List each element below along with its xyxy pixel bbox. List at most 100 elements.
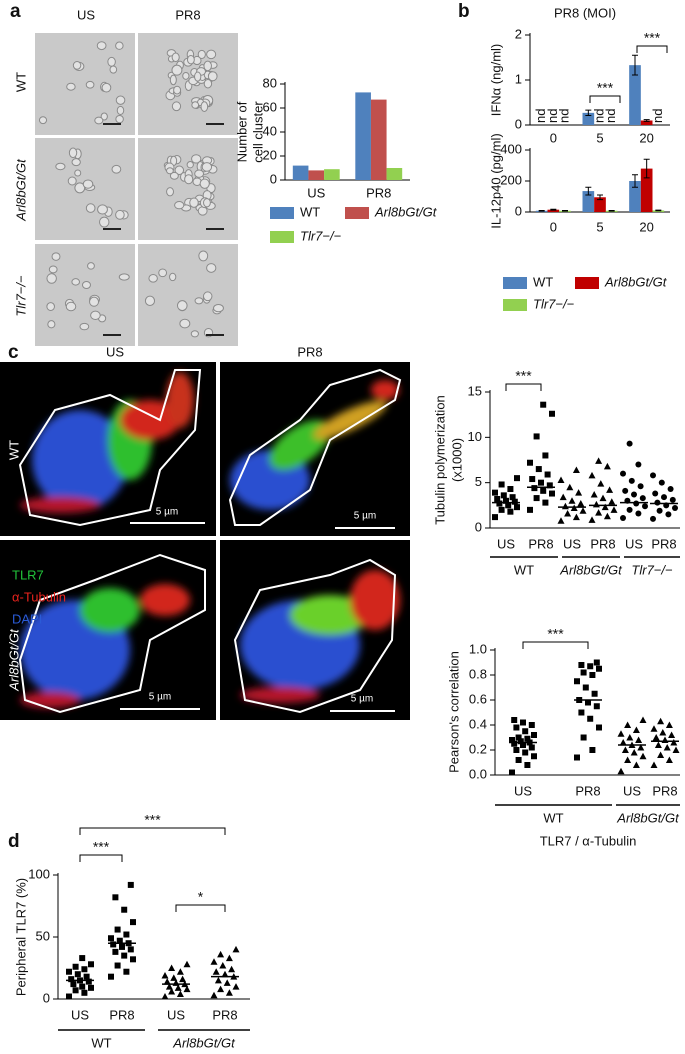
- data-point: [183, 960, 191, 968]
- significance-label: ***: [515, 368, 532, 384]
- data-point: [592, 500, 600, 508]
- cell: [89, 296, 100, 307]
- data-point: [514, 475, 520, 482]
- error-bar: [585, 186, 592, 196]
- data-point: [212, 968, 220, 975]
- data-point: [575, 489, 583, 496]
- data-point: [620, 515, 626, 522]
- y-tick-label: 80: [263, 75, 277, 90]
- y-tick-label: 1.0: [469, 641, 487, 656]
- data-point: [665, 511, 672, 518]
- cell: [94, 116, 104, 125]
- data-point: [591, 690, 598, 697]
- cell: [169, 171, 179, 180]
- data-point: [596, 724, 602, 731]
- data-point: [88, 961, 94, 968]
- x-tick-label: 5: [596, 130, 603, 145]
- data-point: [544, 471, 551, 478]
- x-tick-label: PR8: [109, 1007, 134, 1022]
- data-point: [538, 479, 544, 486]
- data-point: [635, 510, 642, 517]
- y-axis-label: Number of: [234, 101, 249, 162]
- cell: [174, 165, 185, 176]
- cell-outline: [18, 369, 202, 527]
- cell: [96, 41, 107, 51]
- data-point: [590, 490, 598, 498]
- group-label: Arl8bGt/Gt: [559, 562, 623, 577]
- data-point: [509, 769, 515, 776]
- data-point: [515, 757, 522, 763]
- y-axis-label: (x1000): [449, 438, 464, 482]
- data-point: [597, 480, 605, 487]
- data-point: [494, 495, 501, 502]
- channel-label: TLR7: [12, 567, 44, 582]
- data-point: [546, 482, 553, 489]
- x-tick-label: 0: [550, 219, 557, 234]
- data-point: [110, 941, 117, 948]
- bar: [629, 65, 641, 125]
- legend-swatch: [503, 277, 527, 289]
- data-point: [535, 466, 542, 473]
- x-tick-label: 0: [550, 130, 557, 145]
- fluorescence-images: 5 µm 5 µm 5 µm 5 µm US PR8 WT Arl8bGt/Gt: [0, 344, 410, 720]
- cell: [206, 49, 217, 60]
- data-point: [650, 761, 658, 768]
- cell: [68, 147, 78, 159]
- data-point: [639, 495, 646, 502]
- data-point: [566, 483, 574, 491]
- data-point: [527, 506, 533, 513]
- legend-label: WT: [533, 274, 553, 289]
- cell-signal: [20, 584, 190, 708]
- cell: [79, 322, 90, 331]
- y-tick-label: 100: [28, 866, 50, 881]
- panel-label: a: [10, 1, 21, 22]
- data-point: [183, 985, 191, 993]
- data-point: [524, 762, 531, 768]
- significance-label: *: [198, 889, 204, 905]
- data-point: [79, 983, 86, 990]
- data-point: [650, 472, 656, 479]
- data-point: [127, 881, 134, 888]
- cell: [97, 204, 108, 215]
- data-point: [509, 737, 515, 743]
- cell-signal: [20, 372, 194, 513]
- value-label: nd: [603, 109, 618, 123]
- scale-bar: [206, 123, 224, 125]
- cell: [48, 265, 58, 274]
- data-point: [617, 730, 625, 737]
- y-axis-label: Tubulin polymerization: [432, 395, 447, 525]
- cell: [171, 101, 182, 112]
- cell: [189, 197, 199, 208]
- x-tick-label: US: [307, 185, 325, 200]
- y-tick-label: 0.0: [469, 766, 487, 781]
- x-tick-label: PR8: [651, 536, 676, 551]
- column-label: US: [106, 344, 124, 359]
- cell: [203, 198, 211, 208]
- error-bar: [585, 109, 592, 117]
- data-point: [599, 494, 607, 502]
- value-label: nd: [545, 109, 560, 123]
- x-tick-label: US: [71, 1007, 89, 1022]
- bar: [582, 112, 595, 125]
- data-point: [626, 506, 633, 513]
- cell: [116, 105, 125, 115]
- data-point: [568, 497, 576, 504]
- data-point: [74, 971, 81, 978]
- data-point: [657, 717, 665, 725]
- data-point: [630, 749, 638, 756]
- data-point: [492, 489, 498, 496]
- cell: [176, 300, 188, 311]
- data-point: [620, 470, 626, 477]
- data-point: [513, 724, 520, 731]
- group-label: WT: [514, 562, 534, 577]
- cell: [197, 49, 206, 60]
- column-label: PR8: [175, 7, 200, 22]
- data-point: [557, 517, 565, 524]
- data-point: [572, 466, 580, 473]
- data-point: [642, 503, 648, 510]
- data-point: [631, 491, 637, 498]
- panel-label: b: [458, 1, 470, 22]
- x-tick-label: PR8: [575, 783, 600, 798]
- cell: [46, 302, 55, 311]
- data-point: [522, 728, 529, 735]
